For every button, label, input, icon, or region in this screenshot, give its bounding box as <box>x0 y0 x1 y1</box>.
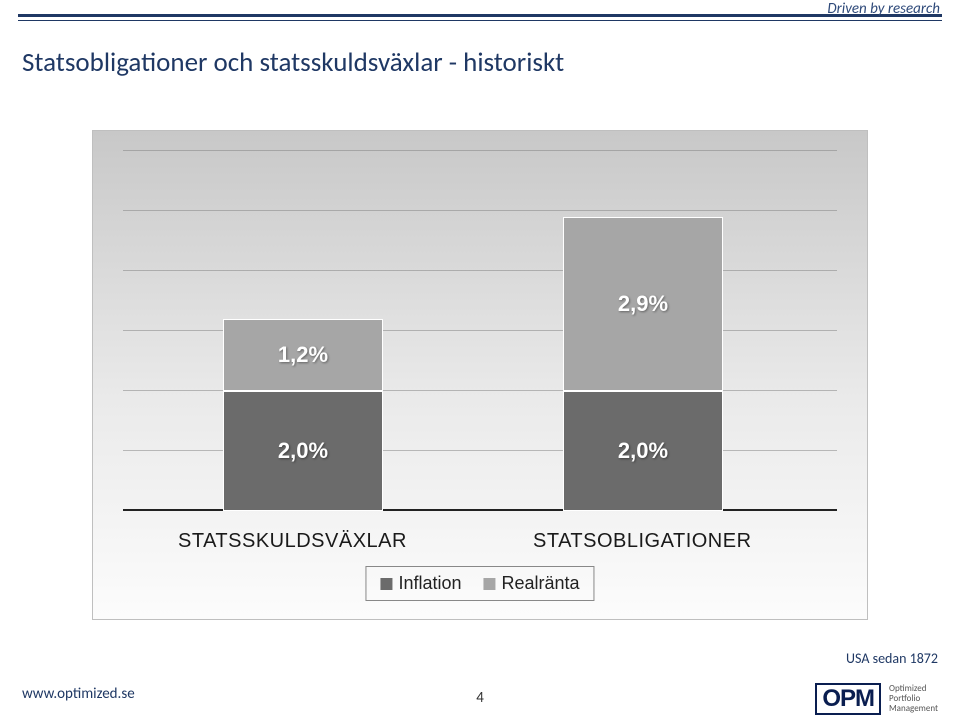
bar-value-label: 2,9% <box>564 291 722 317</box>
legend-swatch-inflation <box>380 578 392 590</box>
footer-url: www.optimized.se <box>22 685 135 703</box>
bar-group-1: 2,0% 2,9% <box>563 217 723 511</box>
bar-seg-realränta: 1,2% <box>223 319 383 391</box>
page-title: Statsobligationer och statsskuldsväxlar … <box>22 46 564 79</box>
category-label-1: STATSOBLIGATIONER <box>533 530 752 553</box>
gridline <box>123 210 837 211</box>
logo-mark: OPM <box>815 683 881 715</box>
bar-value-label: 2,0% <box>224 438 382 464</box>
legend: Inflation Realränta <box>365 566 594 601</box>
gridline <box>123 150 837 151</box>
chart-frame: 2,0% 1,2% 2,0% 2,9% STATSSKULDSVÄXLAR STATS… <box>92 130 868 620</box>
footer-note: USA sedan 1872 <box>846 650 938 667</box>
bar-seg-inflation: 2,0% <box>223 391 383 511</box>
tagline: Driven by research <box>827 0 940 18</box>
legend-item-realranta: Realränta <box>484 573 580 594</box>
legend-label-realranta: Realränta <box>502 573 580 594</box>
bar-group-0: 2,0% 1,2% <box>223 319 383 511</box>
bar-seg-inflation: 2,0% <box>563 391 723 511</box>
logo-sub-2: Management <box>889 704 938 714</box>
logo: OPM Optimized Portfolio Management <box>815 683 938 715</box>
bar-value-label: 2,0% <box>564 438 722 464</box>
bar-value-label: 1,2% <box>224 342 382 368</box>
chart-plot-area: 2,0% 1,2% 2,0% 2,9% <box>123 151 837 511</box>
legend-label-inflation: Inflation <box>398 573 461 594</box>
logo-subtext: Optimized Portfolio Management <box>889 684 938 714</box>
category-label-0: STATSSKULDSVÄXLAR <box>178 530 407 553</box>
header-rule-thick <box>18 14 942 17</box>
bar-seg-realränta: 2,9% <box>563 217 723 391</box>
legend-swatch-realranta <box>484 578 496 590</box>
page-number: 4 <box>476 689 484 707</box>
header-rule-thin <box>18 20 942 21</box>
legend-item-inflation: Inflation <box>380 573 461 594</box>
gridline <box>123 270 837 271</box>
